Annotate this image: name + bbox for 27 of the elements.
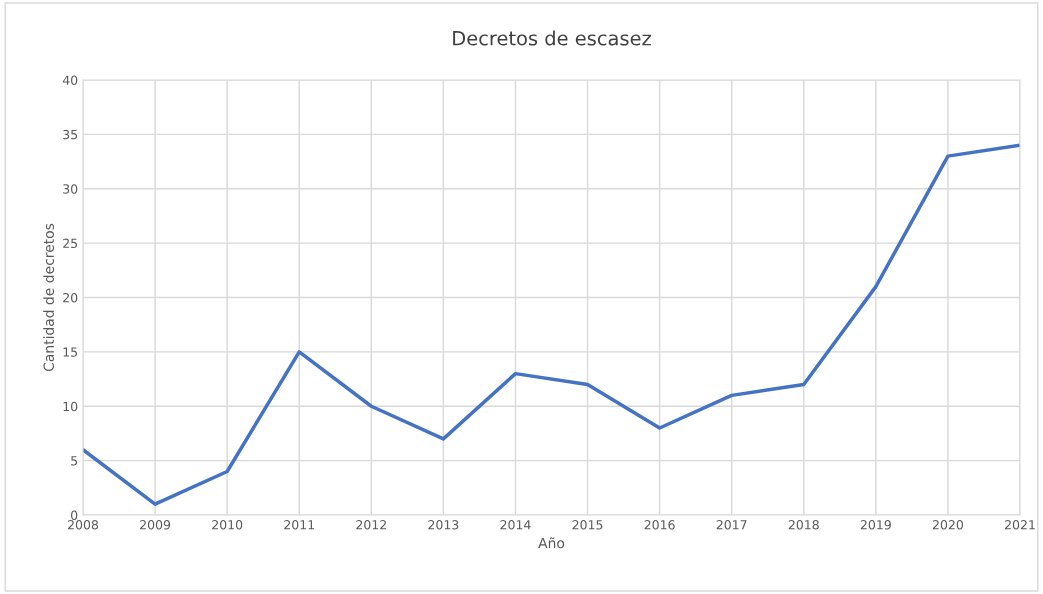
x-tick-label: 2017 [716, 520, 747, 530]
x-tick-label: 2020 [932, 520, 963, 530]
x-tick-label: 2015 [572, 520, 603, 530]
y-tick-label: 10 [63, 401, 78, 412]
y-tick-label: 5 [71, 456, 78, 466]
chart-title: Decretos de escasez [453, 30, 651, 46]
y-tick-label: 20 [63, 292, 78, 303]
y-tick-label: 30 [63, 184, 78, 194]
x-tick-label: 2013 [428, 520, 459, 530]
x-axis-title: Año [538, 537, 565, 549]
x-tick-label: 2021 [1005, 520, 1035, 530]
y-tick-label: 25 [63, 238, 78, 249]
y-tick-label: 15 [63, 347, 78, 357]
x-tick-label: 2011 [284, 520, 314, 530]
y-axis-title: Cantidad de decretos [43, 223, 54, 372]
y-tick-label: 35 [63, 129, 78, 140]
y-tick-label: 0 [71, 510, 78, 520]
x-tick-label: 2014 [500, 520, 531, 530]
x-tick-label: 2016 [644, 520, 675, 530]
x-tick-label: 2018 [788, 520, 819, 530]
y-tick-label: 40 [62, 75, 78, 85]
x-tick-label: 2008 [68, 520, 99, 530]
x-tick-label: 2009 [140, 520, 171, 530]
x-tick-label: 2019 [860, 520, 891, 530]
x-tick-label: 2012 [356, 520, 386, 530]
x-tick-label: 2010 [212, 520, 243, 530]
line-series [83, 143, 1020, 506]
